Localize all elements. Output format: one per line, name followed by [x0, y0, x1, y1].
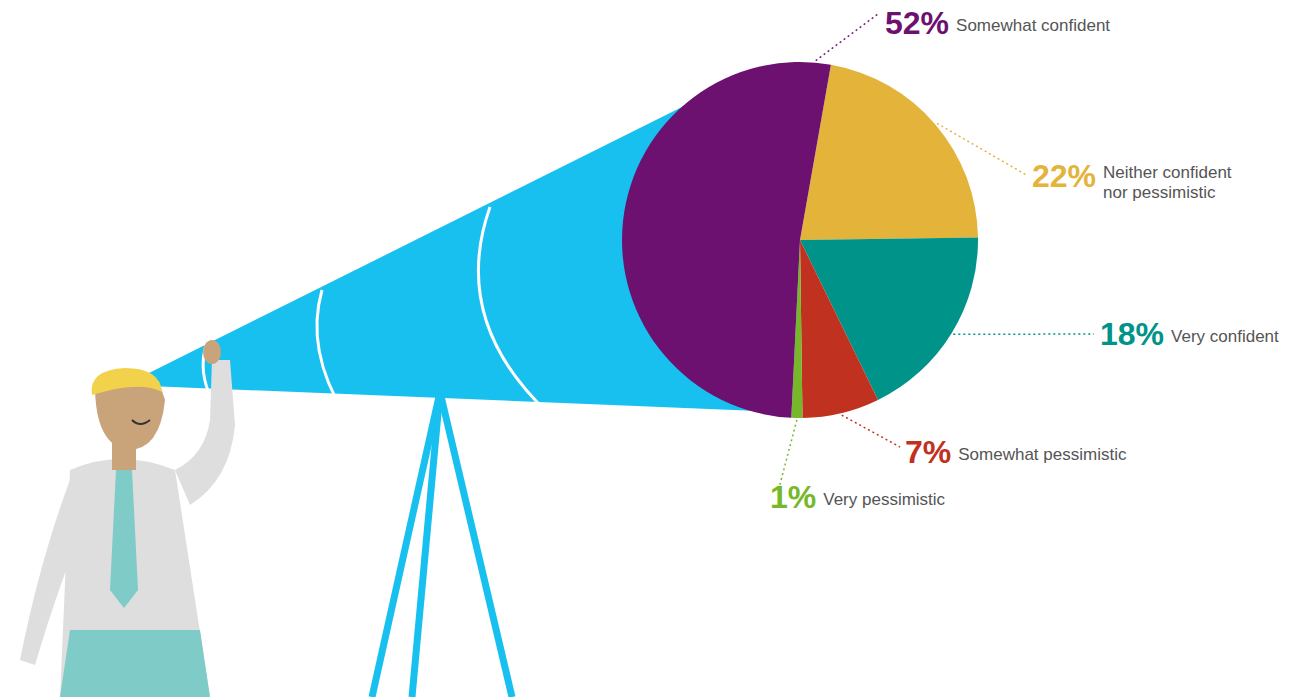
pie-slice: [622, 62, 831, 418]
hair: [92, 368, 162, 395]
leader-line: [953, 333, 1094, 335]
category-label: Somewhat pessimistic: [958, 445, 1127, 464]
category-label: Somewhat confident: [956, 16, 1110, 35]
tripod-leg: [372, 392, 440, 697]
value-label: 18%: [1100, 316, 1164, 352]
category-label-line: Somewhat confident: [956, 16, 1110, 35]
value-label: 22%: [1032, 158, 1096, 194]
value-label: 7%: [905, 434, 951, 470]
category-label-line: Somewhat pessimistic: [958, 445, 1127, 464]
category-label-line: Very confident: [1171, 327, 1279, 346]
category-label: Very pessimistic: [823, 490, 945, 509]
category-label-line: Very pessimistic: [823, 490, 945, 509]
telescope-ring: [478, 207, 548, 413]
head: [95, 385, 165, 450]
leader-line: [937, 123, 1028, 176]
hand: [203, 340, 221, 364]
category-label: Neither confidentnor pessimistic: [1103, 163, 1232, 202]
mouth: [132, 420, 150, 424]
pie-slice: [800, 65, 978, 240]
pants: [60, 630, 210, 697]
value-label: 1%: [770, 479, 816, 515]
pie: [622, 62, 978, 418]
pie-slice: [800, 240, 878, 418]
data-labels: 22%Neither confidentnor pessimistic18%Ve…: [770, 5, 1279, 515]
tie: [110, 470, 138, 608]
category-label-line: nor pessimistic: [1103, 183, 1216, 202]
leader-line: [842, 415, 900, 447]
arm: [175, 360, 235, 505]
leader-line: [816, 14, 878, 61]
telescope-ring: [317, 290, 345, 415]
category-label: Very confident: [1171, 327, 1279, 346]
chart-canvas: 22%Neither confidentnor pessimistic18%Ve…: [0, 0, 1297, 697]
tripod-leg: [440, 392, 512, 697]
category-label-line: Neither confident: [1103, 163, 1232, 182]
tripod-leg: [412, 392, 440, 697]
leader-line: [779, 420, 797, 488]
value-label: 52%: [885, 5, 949, 41]
